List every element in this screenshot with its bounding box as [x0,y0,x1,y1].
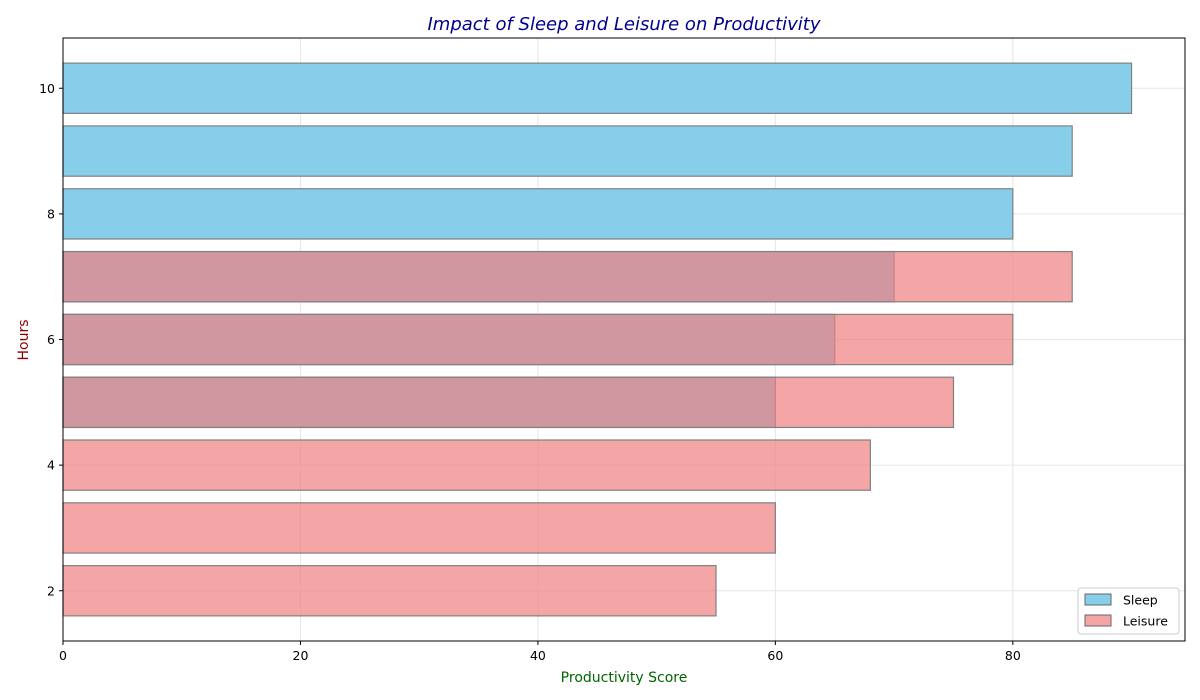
chart-title: Impact of Sleep and Leisure on Productiv… [427,14,820,35]
x-tick-label: 80 [1005,648,1021,663]
legend-label-leisure: Leisure [1123,614,1168,629]
bars [62,62,1133,617]
y-tick-label: 8 [47,206,55,221]
bar-leisure-2 [62,565,717,617]
bar-leisure-6 [62,313,1014,366]
legend-swatch-leisure [1084,614,1112,627]
y-axis-ticks: 2 4 6 8 10 [39,81,63,598]
bar-sleep-10 [62,62,1133,114]
y-tick-label: 10 [39,81,55,96]
legend-swatch-sleep [1084,593,1112,606]
x-axis-ticks: 0 20 40 60 80 [59,641,1021,663]
bar-leisure-3 [62,502,776,554]
legend: Sleep Leisure [1077,587,1180,635]
x-tick-label: 40 [530,648,546,663]
y-axis-label: Hours [16,319,32,360]
x-tick-label: 0 [59,648,67,663]
x-axis-label: Productivity Score [561,670,688,686]
bar-sleep-9 [62,125,1073,177]
bar-leisure-4 [62,439,871,491]
bar-leisure-7 [62,250,1073,303]
legend-label-sleep: Sleep [1123,593,1158,608]
y-tick-label: 6 [47,332,55,347]
bar-leisure-5 [62,376,955,429]
y-tick-label: 4 [47,458,55,473]
bar-sleep-8 [62,188,1014,240]
y-tick-label: 2 [47,583,55,598]
x-tick-label: 20 [293,648,309,663]
x-tick-label: 60 [767,648,783,663]
